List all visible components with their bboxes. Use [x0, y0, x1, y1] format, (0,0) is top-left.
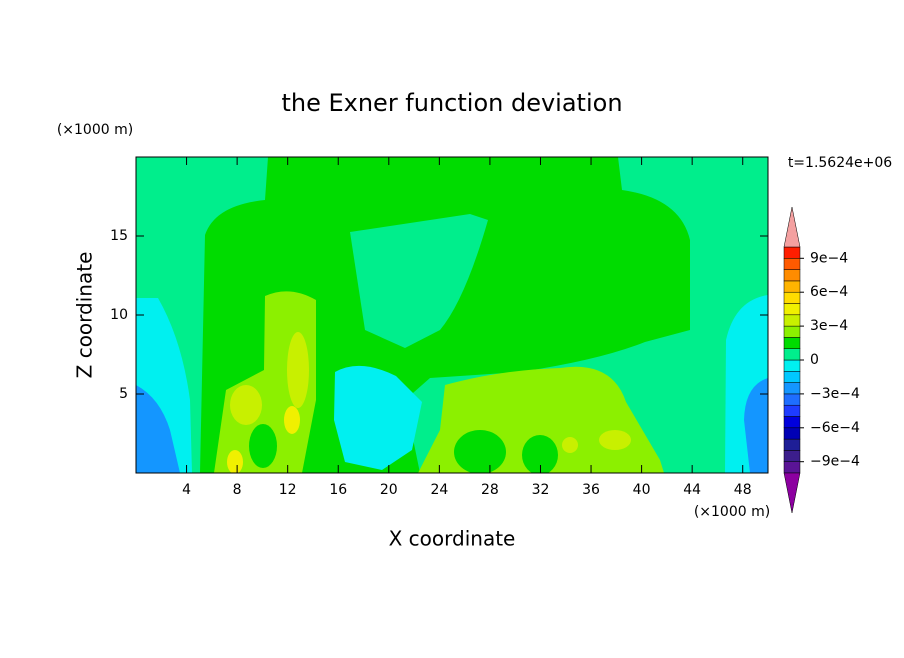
colorbar-tick-label: 3e−4: [810, 318, 848, 334]
contour-region: [136, 385, 180, 473]
colorbar-tick-label: 9e−4: [810, 250, 848, 266]
colorbar-box: [783, 359, 801, 372]
colorbar-over: [783, 206, 801, 248]
colorbar-box: [783, 450, 801, 462]
x-tick-label: 36: [582, 482, 600, 498]
colorbar-box: [783, 258, 801, 270]
colorbar-tick-label: 0: [810, 352, 819, 368]
x-tick-label: 4: [182, 482, 191, 498]
x-tick-label: 8: [233, 482, 242, 498]
x-tick-label: 44: [683, 482, 701, 498]
y-axis-label: Z coordinate: [73, 252, 97, 379]
colorbar-box: [783, 371, 801, 383]
x-tick-label: 32: [532, 482, 550, 498]
x-tick-label: 48: [734, 482, 752, 498]
contour-region: [350, 214, 488, 348]
colorbar-box: [783, 461, 801, 474]
contour-region: [454, 430, 506, 473]
y-tick-label: 15: [110, 228, 128, 244]
contour-region: [227, 450, 243, 473]
contour-region: [744, 378, 768, 473]
colorbar-box: [783, 404, 801, 417]
colorbar-box: [783, 416, 801, 429]
colorbar-under: [783, 472, 801, 514]
x-tick-label: 16: [329, 482, 347, 498]
x-tick-label: 28: [481, 482, 499, 498]
colorbar-box: [783, 280, 801, 293]
contour-region: [230, 385, 262, 425]
colorbar-box: [783, 337, 801, 349]
x-tick-label: 40: [633, 482, 651, 498]
colorbar-box: [783, 438, 801, 451]
contour-region: [562, 437, 578, 453]
x-tick-label: 20: [380, 482, 398, 498]
x-axis-label: X coordinate: [389, 527, 516, 551]
colorbar-box: [783, 382, 801, 395]
colorbar-box: [783, 314, 801, 327]
x-tick-label: 12: [279, 482, 297, 498]
x-unit: (×1000 m): [694, 504, 770, 520]
x-tick-label: 24: [430, 482, 448, 498]
contour-region: [284, 406, 300, 434]
chart-title: the Exner function deviation: [281, 89, 622, 117]
colorbar-tick-label: −6e−4: [810, 420, 860, 436]
colorbar-tick-label: −9e−4: [810, 454, 860, 470]
colorbar-box: [783, 291, 801, 304]
contour-region: [334, 365, 422, 470]
contour-region: [287, 332, 309, 408]
contour-field: [136, 157, 768, 473]
colorbar-box: [783, 325, 801, 338]
colorbar-tick-label: 6e−4: [810, 284, 848, 300]
contour-region: [249, 424, 277, 468]
colorbar-box: [783, 303, 801, 316]
colorbar-box: [783, 393, 801, 406]
y-unit: (×1000 m): [57, 122, 133, 138]
contour-region: [522, 435, 558, 473]
time-label: t=1.5624e+06: [788, 155, 892, 171]
colorbar-box: [783, 348, 801, 361]
y-tick-label: 5: [119, 386, 128, 402]
contour-region: [599, 430, 631, 450]
colorbar-box: [783, 427, 801, 440]
colorbar-tick-label: −3e−4: [810, 386, 860, 402]
colorbar-box: [783, 246, 801, 259]
colorbar-box: [783, 269, 801, 282]
y-tick-label: 10: [110, 307, 128, 323]
